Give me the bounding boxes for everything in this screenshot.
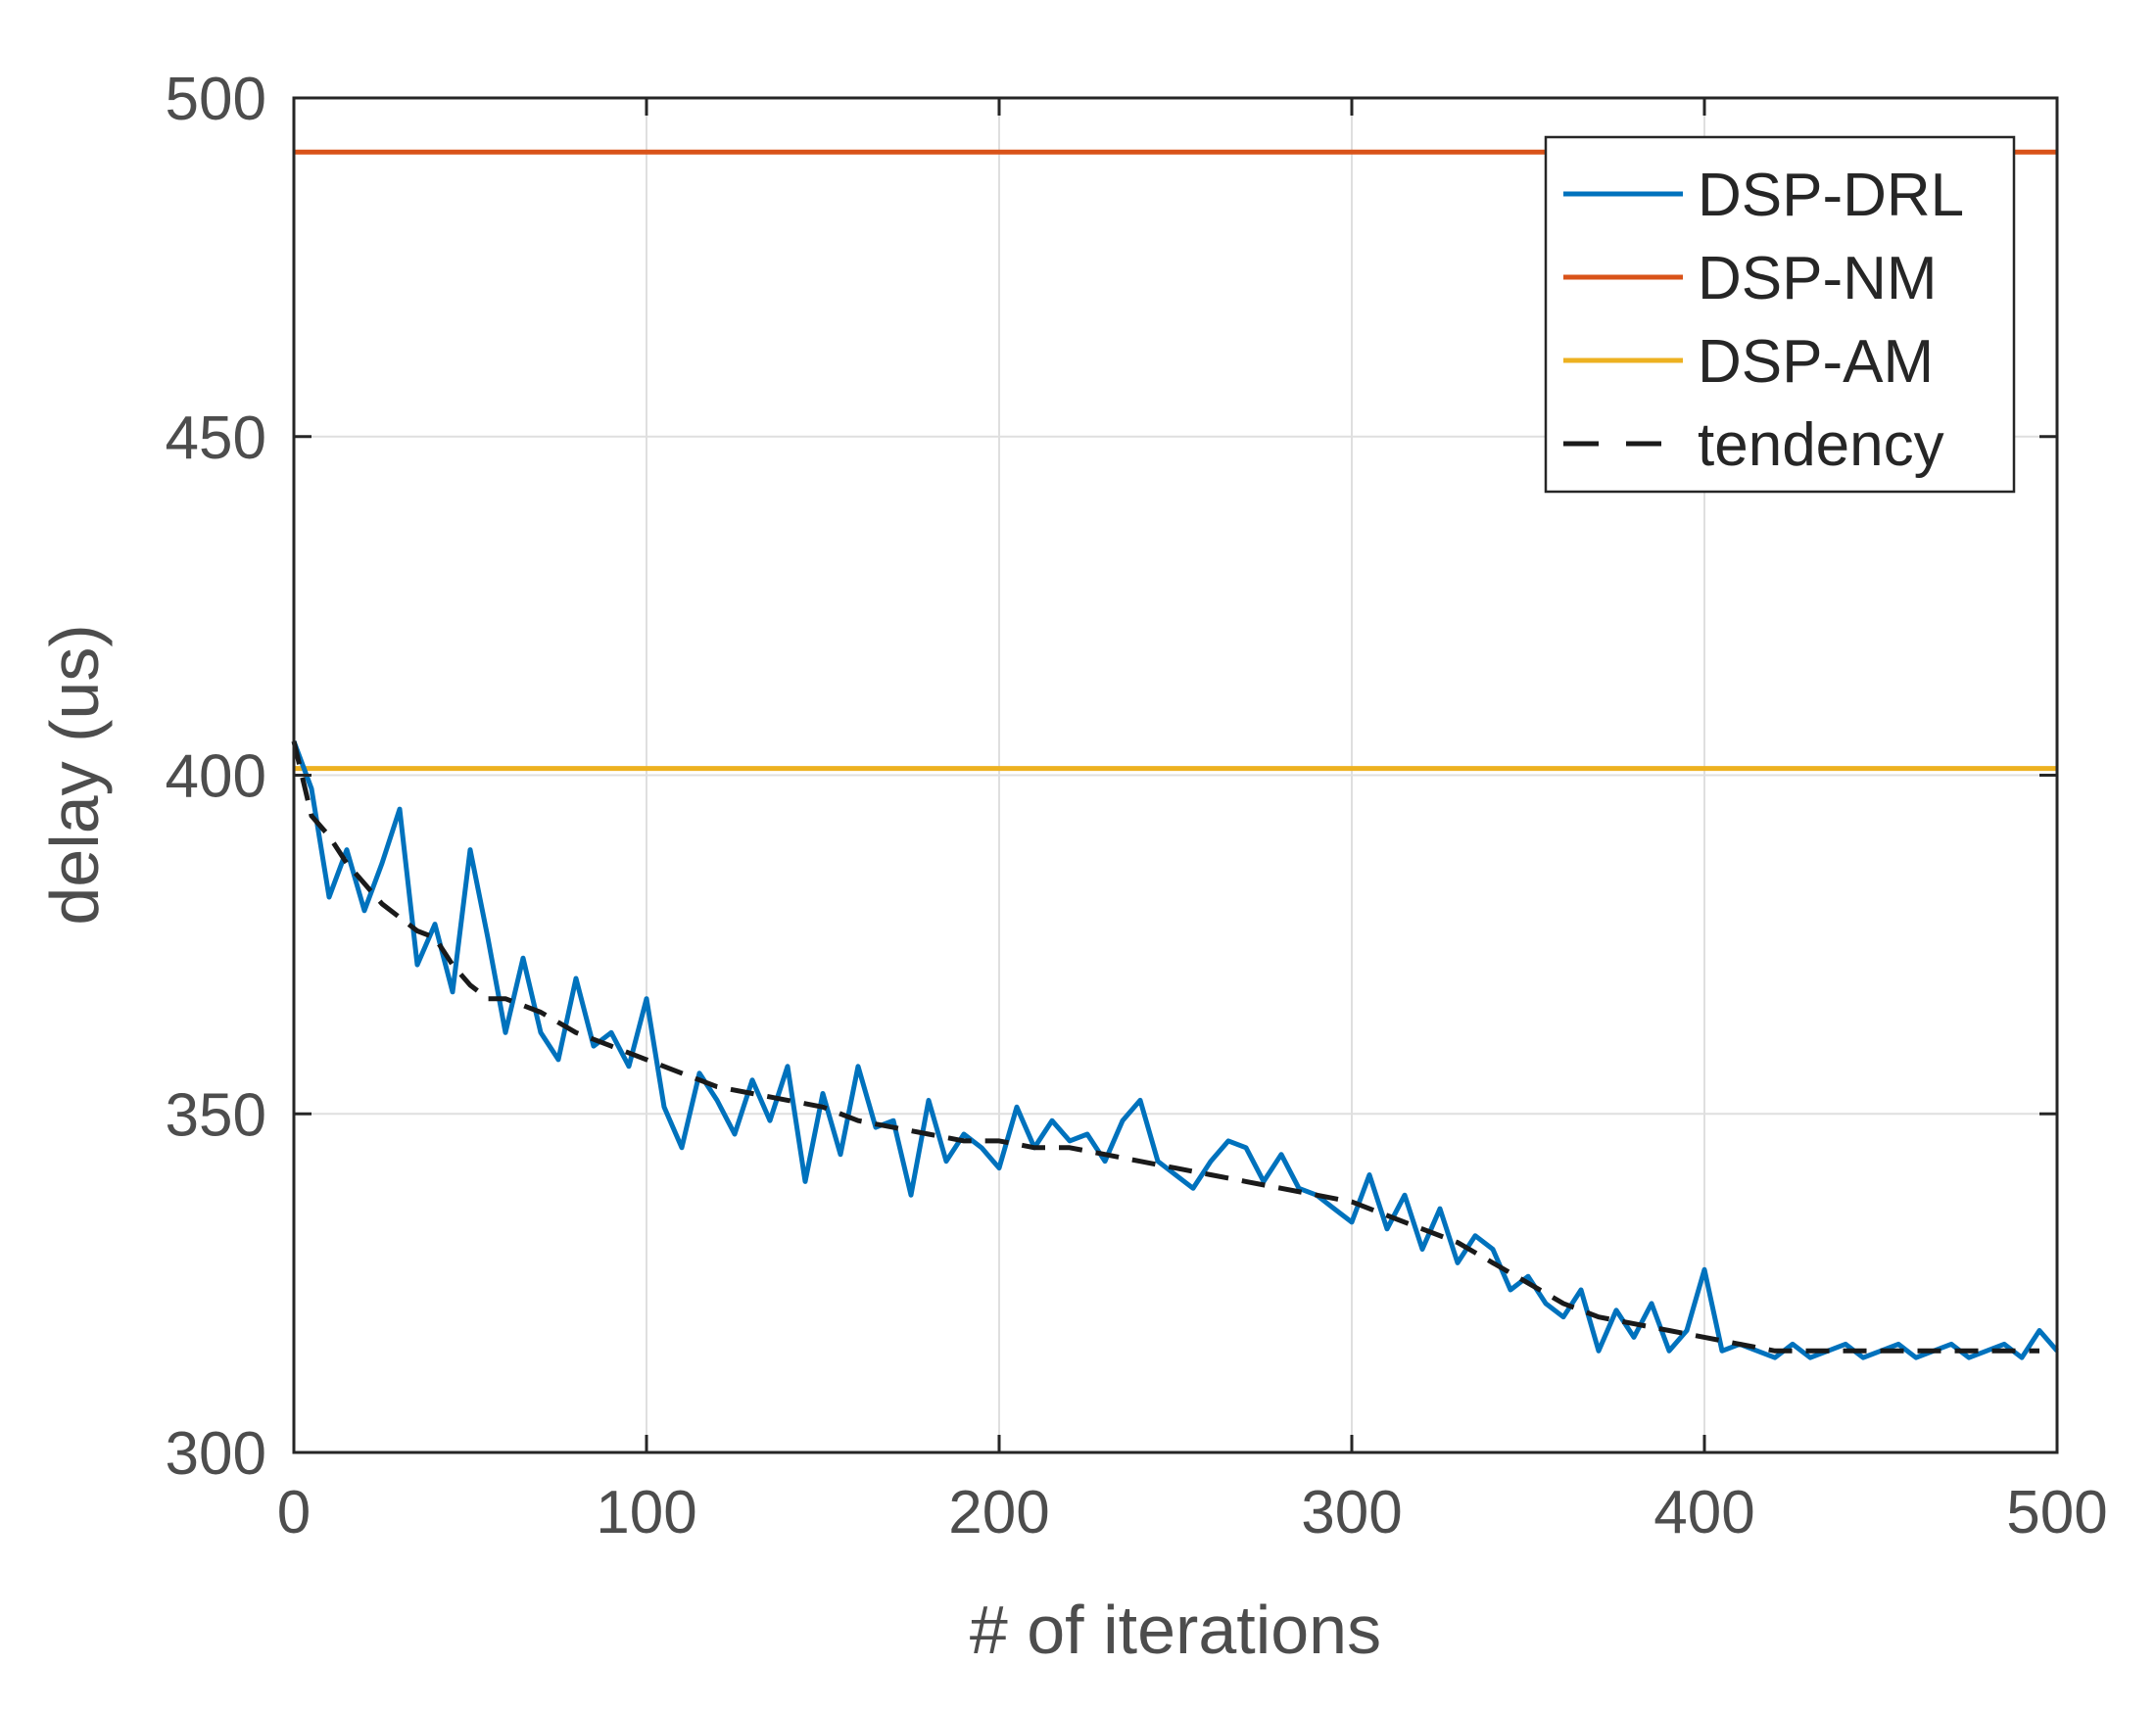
y-tick-label: 300 <box>166 1420 266 1488</box>
y-tick-label: 450 <box>166 404 266 472</box>
y-tick-label: 400 <box>166 743 266 811</box>
x-tick-label: 100 <box>596 1479 696 1546</box>
x-tick-label: 400 <box>1653 1479 1754 1546</box>
x-axis-label: # of iterations <box>970 1592 1381 1668</box>
legend-label-tendency: tendency <box>1698 411 1944 479</box>
legend-label-dsp-am: DSP-AM <box>1698 328 1934 396</box>
x-tick-label: 0 <box>277 1479 311 1546</box>
y-axis-label: delay (us) <box>36 624 113 925</box>
x-tick-label: 200 <box>948 1479 1049 1546</box>
series-line-tendency <box>291 740 2039 1354</box>
legend: DSP-DRL DSP-NM DSP-AM tendency <box>1544 135 2016 494</box>
x-tick-label: 500 <box>2006 1479 2107 1546</box>
series-line-dsp-drl <box>291 740 2059 1360</box>
legend-label-dsp-nm: DSP-NM <box>1698 245 1938 312</box>
y-tick-label: 500 <box>166 66 266 133</box>
tick-layer: 0 100 200 300 400 500 300 350 400 450 500 <box>166 66 2108 1546</box>
y-tick-label: 350 <box>166 1081 266 1149</box>
x-tick-label: 300 <box>1301 1479 1402 1546</box>
legend-label-dsp-drl: DSP-DRL <box>1698 162 1964 229</box>
